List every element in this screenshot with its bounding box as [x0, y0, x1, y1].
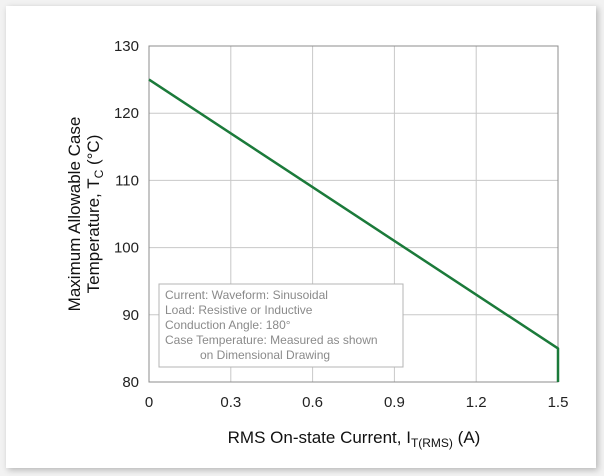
annotation-line: Case Temperature: Measured as shown: [165, 333, 378, 347]
x-tick-label: 1.2: [466, 394, 487, 411]
x-tick-labels: 0 0.3 0.6 0.9 1.2 1.5: [145, 394, 569, 411]
annotation-line: Load: Resistive or Inductive: [165, 303, 313, 317]
annotation-line: Conduction Angle: 180°: [165, 318, 291, 332]
y-tick-label: 100: [114, 240, 139, 257]
y-tick-label: 110: [115, 172, 139, 189]
y-axis-title-line2: Temperature, TC (°C): [84, 135, 106, 294]
y-axis-title-unit: (°C): [84, 135, 103, 170]
annotation-frame: [158, 283, 404, 368]
x-axis-title-subscript: T(RMS): [411, 436, 453, 450]
x-tick-label: 1.5: [548, 394, 569, 411]
x-tick-label: 0.9: [384, 394, 405, 411]
annotation-line: on Dimensional Drawing: [200, 348, 330, 362]
y-tick-labels: 80 90 100 110 120 130: [114, 38, 139, 391]
series-line: [148, 78, 560, 382]
y-tick-label: 90: [122, 307, 139, 324]
x-tick-label: 0.3: [220, 394, 241, 411]
annotation-line: Current: Waveform: Sinusoidal: [165, 288, 328, 302]
x-axis-title-unit: (A): [453, 428, 480, 447]
y-axis-title-subscript: C: [92, 169, 106, 178]
y-axis-title-line1: Maximum Allowable Case: [65, 117, 84, 312]
x-axis-title-main: RMS On-state Current, I: [228, 428, 411, 447]
y-tick-label: 130: [114, 38, 139, 55]
x-tick-label: 0.6: [302, 394, 323, 411]
plot-frame: [148, 45, 559, 383]
y-axis-title-main: Temperature, T: [84, 178, 103, 293]
chart-card: [6, 6, 596, 468]
annotation-box: Current: Waveform: Sinusoidal Load: Resi…: [158, 283, 404, 368]
x-axis-title: RMS On-state Current, IT(RMS) (A): [228, 428, 481, 450]
y-tick-label: 80: [122, 374, 139, 391]
y-tick-label: 120: [114, 105, 139, 122]
y-axis-title: Maximum Allowable Case Temperature, TC (…: [65, 117, 106, 312]
x-tick-label: 0: [145, 394, 153, 411]
